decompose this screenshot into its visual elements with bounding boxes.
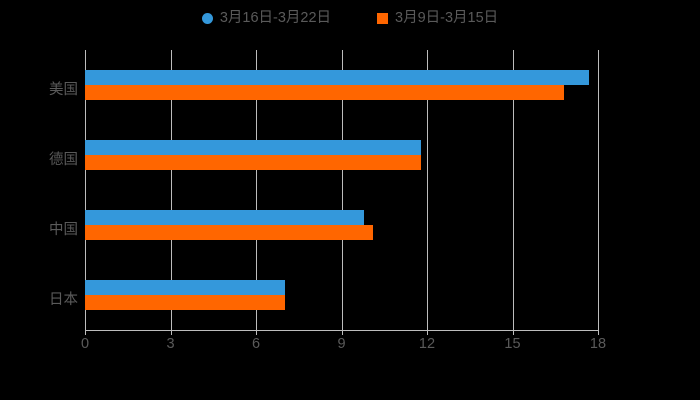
bar[interactable] <box>85 140 422 155</box>
legend-circle-marker-icon <box>201 12 213 24</box>
category-label: 美国 <box>49 82 78 98</box>
bar[interactable] <box>85 225 373 240</box>
x-axis-tick-label: 3 <box>166 336 175 352</box>
gridline <box>256 50 257 330</box>
bar[interactable] <box>85 280 285 295</box>
plot-area <box>85 50 599 330</box>
x-axis-tick-label: 12 <box>418 336 436 352</box>
gridline <box>85 50 86 330</box>
x-axis-tick <box>512 330 514 335</box>
category-label: 中国 <box>49 222 78 238</box>
x-axis-tick <box>427 330 428 335</box>
legend-item-series-2[interactable]: 3月9日-3月15日 <box>377 11 498 26</box>
x-axis-tick-label: 9 <box>337 336 346 352</box>
gridline <box>341 50 343 330</box>
x-axis-tick-label: 6 <box>251 336 261 352</box>
legend-label-series-1: 3月16日-3月22日 <box>219 9 332 26</box>
bar[interactable] <box>85 295 285 310</box>
category-label: 日本 <box>49 292 78 308</box>
gridline <box>512 50 514 330</box>
x-axis-tick-label: 0 <box>80 336 90 352</box>
x-axis-tick <box>170 330 172 335</box>
x-axis-tick <box>85 330 86 335</box>
x-axis-tick <box>598 330 599 335</box>
gridline <box>170 50 172 330</box>
legend-label-series-2: 3月9日-3月15日 <box>395 9 499 26</box>
category-label: 德国 <box>49 152 78 168</box>
chart-legend: 3月16日-3月22日 3月9日-3月15日 <box>0 7 700 29</box>
gridline <box>427 50 428 330</box>
y-axis-category-labels: 美国 德国 中国 日本 <box>0 0 78 400</box>
bar[interactable] <box>85 70 590 85</box>
x-axis-tick-label: 15 <box>504 336 521 352</box>
bar[interactable] <box>85 155 422 170</box>
x-axis-tick-label: 18 <box>589 336 607 352</box>
legend-square-marker-icon <box>377 12 389 24</box>
bar[interactable] <box>85 85 564 100</box>
bar[interactable] <box>85 210 365 225</box>
x-axis-tick <box>341 330 343 335</box>
legend-item-series-1[interactable]: 3月16日-3月22日 <box>201 9 332 26</box>
x-axis-tick <box>256 330 257 335</box>
gridline <box>598 50 599 330</box>
